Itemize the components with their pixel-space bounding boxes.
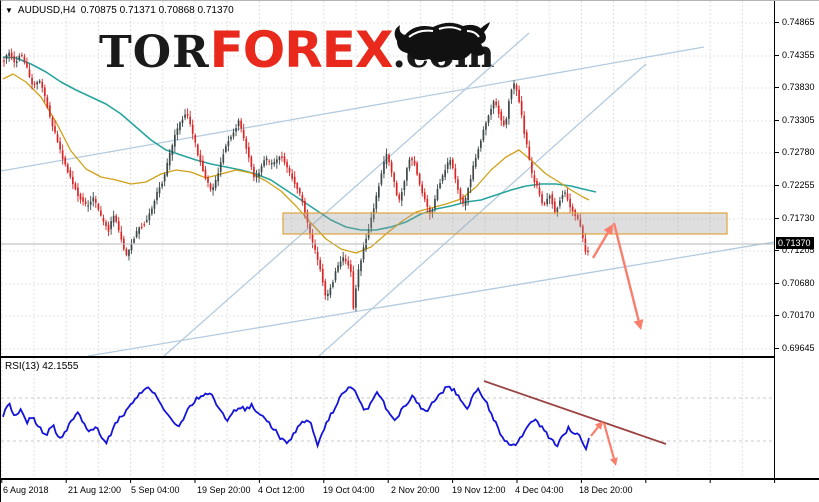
symbol-dropdown-icon[interactable]: ▼ xyxy=(5,6,13,15)
logo-brand: FOREX xyxy=(209,21,394,79)
price-tick-label: 0.72780 xyxy=(775,147,815,157)
panel-separator xyxy=(1,356,819,358)
price-tick-label: 0.70680 xyxy=(775,278,815,288)
time-tick-label: 19 Sep 20:00 xyxy=(197,485,251,495)
price-axis[interactable]: 0.74865 0.74355 0.73830 0.73305 0.72780 0.722… xyxy=(774,1,819,478)
time-tick-label: 2 Nov 20:00 xyxy=(391,485,440,495)
price-tick-label: 0.69645 xyxy=(775,343,815,353)
price-tick-label: 0.71205 xyxy=(775,245,815,255)
price-tick-label: 0.74865 xyxy=(775,17,815,27)
time-tick-label: 19 Oct 04:00 xyxy=(323,485,375,495)
time-tick-label: 18 Dec 20:00 xyxy=(579,485,633,495)
time-tick-marks xyxy=(1,480,776,483)
time-tick-label: 19 Nov 12:00 xyxy=(452,485,506,495)
rsi-panel xyxy=(1,358,774,478)
symbol-info: ▼ AUDUSD,H4 0.70875 0.71371 0.70868 0.71… xyxy=(5,5,234,16)
rsi-canvas[interactable] xyxy=(1,358,774,477)
symbol-name: AUDUSD,H4 xyxy=(17,5,76,16)
time-tick-label: 5 Sep 04:00 xyxy=(131,485,180,495)
rsi-indicator-label: RSI(13) 42.1555 xyxy=(5,361,79,372)
time-tick-label: 21 Aug 12:00 xyxy=(68,485,122,495)
logo-prefix: TOR xyxy=(99,27,210,78)
symbol-quotes: 0.70875 0.71371 0.70868 0.71370 xyxy=(80,5,234,16)
price-chart-canvas[interactable] xyxy=(1,1,774,356)
bull-icon xyxy=(394,22,490,62)
time-tick-label: 4 Dec 04:00 xyxy=(515,485,564,495)
time-tick-label: 6 Aug 2018 xyxy=(3,485,49,495)
price-tick-label: 0.71730 xyxy=(775,213,815,223)
price-tick-label: 0.70170 xyxy=(775,310,815,320)
time-tick-label: 4 Oct 12:00 xyxy=(258,485,305,495)
price-tick-label: 0.74355 xyxy=(775,50,815,60)
time-axis[interactable]: 6 Aug 2018 21 Aug 12:00 5 Sep 04:00 19 Sep … xyxy=(1,480,819,502)
price-tick-label: 0.73305 xyxy=(775,115,815,125)
price-tick-label: 0.73830 xyxy=(775,82,815,92)
current-price-tag: 0.71370 xyxy=(776,237,814,249)
price-tick-label: 0.72255 xyxy=(775,180,815,190)
panel-separator xyxy=(1,478,819,480)
